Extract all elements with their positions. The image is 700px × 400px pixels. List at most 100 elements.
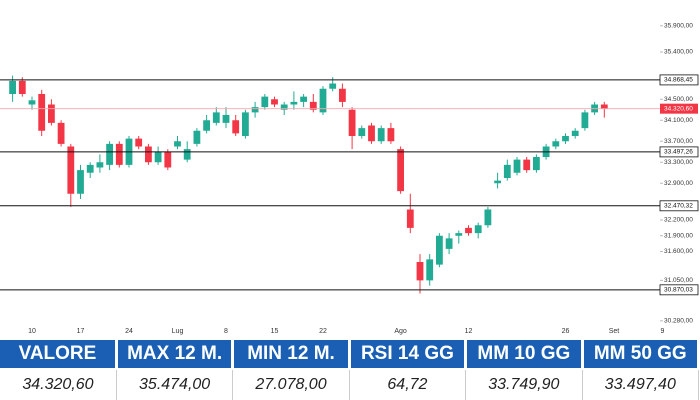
candle-body — [387, 128, 395, 142]
candle-body — [426, 259, 434, 281]
level-label-box — [659, 146, 699, 158]
x-tick-label: 22 — [319, 328, 327, 335]
x-tick-label: 12 — [465, 328, 473, 335]
candle-body — [222, 115, 230, 123]
candle-body — [212, 112, 220, 123]
candle-body — [135, 138, 143, 147]
candle-body — [600, 104, 608, 109]
candle-body — [251, 107, 259, 113]
candle-body — [77, 170, 84, 194]
candle-body — [57, 122, 65, 144]
value-cell: 33.749,90 — [465, 368, 583, 400]
x-tick-label: 10 — [28, 328, 36, 335]
candle-body — [28, 100, 36, 105]
level-label: 30.870,03 — [664, 287, 693, 294]
level-label-box — [659, 74, 699, 86]
candle-body — [436, 235, 443, 265]
candle-body — [474, 225, 482, 234]
candle-body — [513, 159, 521, 173]
last-price-box — [660, 103, 698, 114]
x-tick-label: 17 — [77, 328, 85, 335]
candle-body — [319, 88, 327, 113]
candle-body — [552, 141, 560, 147]
header-cell: RSI 14 GG — [349, 340, 468, 369]
candle-body — [562, 136, 569, 142]
level-label-box — [659, 284, 699, 296]
candle-body — [183, 149, 191, 160]
candle-body — [406, 209, 414, 228]
candle-body — [145, 146, 152, 163]
candle-body — [242, 112, 249, 136]
value-cell: 27.078,00 — [232, 368, 350, 400]
header-cell: MM 50 GG — [582, 340, 700, 369]
y-tick-label: 34.100,00 — [664, 117, 693, 124]
level-label-box — [659, 200, 699, 212]
candle-body — [174, 141, 181, 147]
level-label: 34.868,45 — [664, 77, 693, 84]
candle-body — [465, 227, 472, 234]
header-cell: MAX 12 M. — [116, 340, 235, 369]
candle-body — [271, 99, 278, 105]
value-cell: 64,72 — [349, 368, 467, 400]
x-tick-label: Lug — [172, 328, 184, 335]
y-tick-label: 33.300,00 — [664, 159, 693, 166]
value-row: 34.320,60 35.474,00 27.078,00 64,72 33.749,9… — [0, 368, 700, 400]
header-row: VALORE MAX 12 M. MIN 12 M. RSI 14 GG MM 10 G… — [0, 340, 700, 369]
candle-body — [533, 157, 540, 171]
y-tick-label: 32.200,00 — [664, 217, 693, 224]
candle-body — [164, 151, 172, 168]
x-tick-label: 8 — [224, 328, 228, 335]
candle-body — [329, 83, 337, 89]
candle-body — [368, 125, 375, 142]
x-tick-label: 26 — [562, 328, 570, 335]
candle-body — [445, 238, 453, 249]
candle-body — [203, 120, 210, 131]
candle-body — [377, 128, 385, 142]
candle-body — [581, 112, 589, 129]
header-cell: VALORE — [0, 340, 118, 369]
x-tick-label: Ago — [394, 328, 407, 335]
candle-body — [280, 104, 288, 110]
candle-body — [339, 88, 346, 102]
y-tick-label: 34.500,00 — [664, 96, 693, 103]
candle-body — [232, 120, 240, 134]
candle-body — [9, 80, 16, 94]
y-tick-label: 31.050,00 — [664, 277, 693, 284]
candle-body — [67, 146, 75, 194]
y-tick-label: 30.280,00 — [664, 318, 693, 325]
candle-body — [290, 101, 298, 105]
candle-body — [358, 128, 366, 136]
x-tick-label: 24 — [125, 328, 133, 335]
x-tick-label: Set — [609, 328, 620, 335]
candle-body — [571, 130, 579, 136]
candle-body — [154, 151, 162, 163]
candle-body — [309, 101, 317, 110]
y-tick-label: 31.600,00 — [664, 248, 693, 255]
level-label: 32.470,32 — [664, 203, 693, 210]
candle-body — [484, 209, 492, 226]
y-tick-label: 33.700,00 — [664, 138, 693, 145]
candle-body — [18, 80, 26, 94]
candle-body — [503, 164, 511, 178]
candle-body — [38, 94, 46, 131]
candle-body — [48, 104, 55, 123]
x-tick-label: 15 — [271, 328, 279, 335]
y-tick-label: 35.900,00 — [664, 22, 693, 29]
header-cell: MM 10 GG — [465, 340, 584, 369]
value-cell: 35.474,00 — [116, 368, 234, 400]
y-tick-label: 31.900,00 — [664, 232, 693, 239]
value-cell: 34.320,60 — [0, 368, 117, 400]
candle-body — [416, 262, 424, 281]
last-price-label: 34.320,60 — [664, 105, 693, 112]
level-label: 33.497,26 — [664, 149, 693, 156]
candle-body — [193, 130, 201, 144]
candle-body — [115, 143, 123, 165]
candle-body — [348, 109, 356, 136]
y-tick-label: 32.900,00 — [664, 180, 693, 187]
candle-body — [96, 162, 104, 168]
candle-body — [261, 96, 269, 108]
value-cell: 33.497,40 — [582, 368, 700, 400]
header-cell: MIN 12 M. — [232, 340, 351, 369]
chart: 35.900,00 35.400,00 34.500,00 34.100,00 33.7… — [0, 22, 699, 335]
candle-body — [455, 233, 463, 236]
